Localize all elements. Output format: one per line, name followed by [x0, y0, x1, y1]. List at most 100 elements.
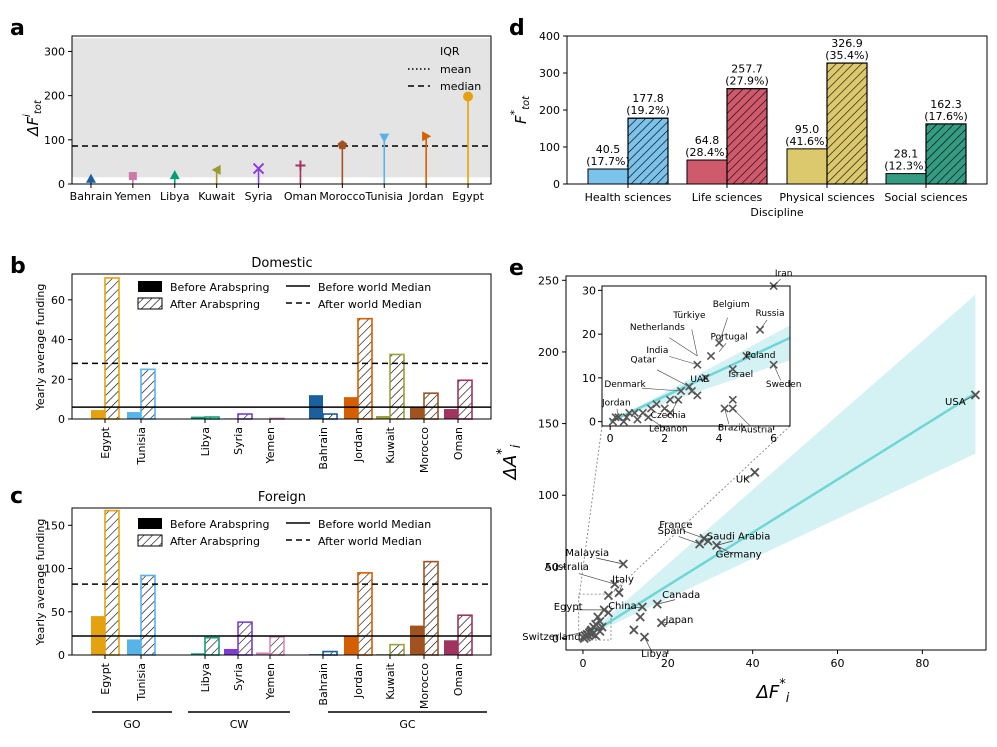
- bar-before-syria: [224, 648, 238, 655]
- iqr-band: [72, 38, 491, 178]
- legend-iqr-label: IQR: [440, 45, 460, 58]
- lollipop-marker-libya: [169, 170, 180, 180]
- bar-before-jordan: [344, 397, 358, 419]
- annotation-leader: [716, 545, 734, 555]
- bar-after-morocco: [423, 392, 439, 420]
- group-label-gc: GC: [399, 718, 416, 731]
- inset-annotation-leader: [773, 278, 781, 287]
- legend-before-median-label: Before world Median: [318, 281, 431, 294]
- inset-country-label: Qatar: [631, 356, 657, 366]
- data-label-after-pct: (35.4%): [825, 49, 869, 62]
- y-tick-label: 20: [51, 373, 65, 386]
- inset-country-label: Iran: [775, 269, 793, 279]
- inset-country-label: Denmark: [604, 380, 646, 390]
- bar-after-hatch-life-sciences: [726, 88, 768, 185]
- bar-after-morocco: [423, 560, 439, 656]
- data-label-before: 40.5: [596, 143, 621, 156]
- panel-e-scatter: USA UK France Saudi Arabia Germany Spain Malay…: [495, 269, 987, 706]
- bar-before-physical-sciences: [786, 148, 828, 185]
- inset-zoom-box: [578, 593, 612, 641]
- bar-before-social-sciences: [885, 173, 927, 185]
- lollipop-marker-tunisia: [379, 133, 390, 143]
- y-tick-label: 200: [538, 346, 559, 359]
- bar-after-hatch-physical-sciences: [826, 62, 868, 185]
- inset-scatter-point: [619, 417, 628, 426]
- inset-country-label: Brazil: [718, 424, 743, 434]
- data-label-before-pct: (28.4%): [685, 146, 729, 159]
- bar-after-oman: [457, 614, 473, 656]
- inset-country-label: India: [646, 346, 668, 356]
- inset-annotation-leader: [656, 369, 690, 387]
- panel-c-foreign-bars: Foreign 0 50 100 150 Egypt Tunisia Libya Syria…: [34, 490, 492, 731]
- scatter-point: [639, 632, 650, 642]
- x-tick-label: Yemen: [114, 190, 152, 203]
- y-tick-label: 250: [538, 274, 559, 287]
- data-label-after: 162.3: [930, 98, 962, 111]
- inset-annotation-leader: [732, 368, 739, 375]
- inset-country-label: Jordan: [601, 398, 631, 408]
- scatter-point: [614, 588, 624, 598]
- country-label: Australia: [545, 562, 589, 573]
- inset-country-label: Austria: [741, 426, 773, 436]
- panel-b-ylabel: Yearly average funding: [34, 284, 47, 412]
- inset-confidence-band: [610, 325, 790, 422]
- inset-scatter-point: [676, 386, 686, 396]
- inset-annotation-leader: [718, 343, 727, 352]
- bar-after-yemen: [269, 636, 285, 656]
- x-tick-label: 80: [915, 657, 929, 670]
- country-label: USA: [945, 397, 966, 408]
- panel-b-legend: Before Arabspring After Arabspring Befor…: [137, 281, 431, 311]
- scatter-point: [629, 625, 639, 635]
- x-tick-label: Yemen: [264, 663, 277, 701]
- country-label: Japan: [665, 615, 694, 626]
- panel-e-inset: Iran Türkiye Belgium Netherlands Russia India…: [582, 269, 801, 445]
- y-tick-label: 100: [539, 141, 560, 154]
- x-tick-label: Oman: [284, 190, 317, 203]
- x-tick-label: Kuwait: [384, 662, 397, 699]
- inset-annotation-leader: [718, 317, 728, 343]
- y-tick-label: 50: [51, 606, 65, 619]
- scatter-point: [599, 605, 609, 615]
- bar-after-oman: [457, 379, 473, 420]
- inset-country-label: Sweden: [766, 380, 802, 390]
- bar-before-egypt: [91, 410, 105, 419]
- legend-after-median-label: After world Median: [318, 298, 422, 311]
- x-tick-label: Egypt: [99, 662, 112, 694]
- annotation-leader: [578, 573, 615, 585]
- scatter-point: [652, 599, 662, 609]
- panel-b-frame: [71, 273, 492, 420]
- bar-before-libya: [191, 653, 205, 655]
- data-label-before-pct: (17.7%): [586, 155, 630, 168]
- x-tick-label: Morocco: [418, 427, 431, 473]
- bar-before-tunisia: [127, 412, 141, 419]
- bar-after-bahrain: [322, 413, 338, 420]
- scatter-point: [637, 602, 648, 612]
- country-label: Italy: [612, 575, 634, 586]
- inset-x-tick-label: 4: [716, 432, 723, 445]
- annotation-leader: [716, 540, 734, 546]
- data-label-before-pct: (12.3%): [884, 160, 928, 173]
- bar-before-libya: [191, 416, 205, 419]
- x-tick-label: Bahrain: [317, 427, 330, 470]
- scatter-point: [703, 536, 713, 546]
- data-label-after: 177.8: [632, 92, 664, 105]
- panel-d-ylabel: F*tot: [508, 95, 532, 124]
- confidence-band: [582, 294, 976, 639]
- lollipop-marker-morocco: [337, 140, 348, 150]
- panel-label-d: d: [509, 16, 525, 41]
- country-label: France: [659, 520, 692, 531]
- inset-scatter-point: [728, 395, 737, 404]
- x-tick-label: Bahrain: [70, 190, 113, 203]
- bar-after-egypt: [104, 277, 120, 420]
- bar-after-libya: [204, 636, 220, 656]
- lollipop-marker-oman: [295, 160, 306, 171]
- x-tick-label: Oman: [452, 663, 465, 696]
- inset-scatter-point: [769, 360, 778, 369]
- data-label-after-pct: (27.9%): [725, 75, 769, 88]
- y-tick-label: 100: [44, 563, 65, 576]
- scatter-point: [618, 559, 628, 569]
- bar-before-oman: [444, 409, 458, 419]
- lollipop-marker-jordan: [422, 131, 432, 142]
- x-tick-label: 60: [831, 657, 845, 670]
- x-tick-label: Jordan: [352, 663, 365, 699]
